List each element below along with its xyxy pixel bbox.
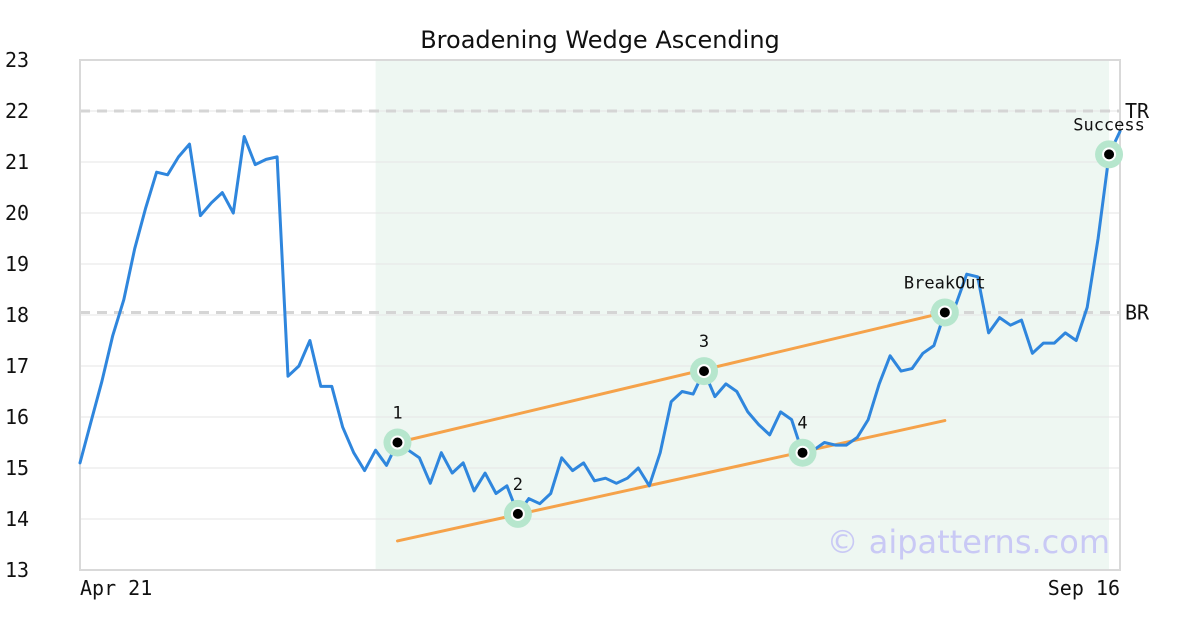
level-label-tr: TR bbox=[1125, 99, 1150, 123]
y-tick-label-15: 15 bbox=[5, 456, 29, 480]
y-ticks-layer: 13 14 15 16 17 18 19 20 21 22 23 bbox=[5, 48, 29, 582]
point-label-success: Success bbox=[1073, 115, 1145, 135]
chart-title: Broadening Wedge Ascending bbox=[420, 26, 780, 54]
point-marker-success bbox=[1102, 147, 1117, 162]
levels-layer: TR BR bbox=[80, 99, 1150, 324]
x-tick-label-end: Sep 16 bbox=[1048, 576, 1120, 600]
y-tick-label-19: 19 bbox=[5, 252, 29, 276]
point-label-1: 1 bbox=[392, 404, 402, 424]
point-marker-2 bbox=[510, 506, 525, 521]
y-tick-label-21: 21 bbox=[5, 150, 29, 174]
y-tick-label-18: 18 bbox=[5, 303, 29, 327]
level-label-br: BR bbox=[1125, 300, 1150, 324]
point-label-breakout: BreakOut bbox=[904, 273, 986, 293]
point-marker-breakout bbox=[937, 305, 952, 320]
x-tick-label-start: Apr 21 bbox=[80, 576, 152, 600]
point-label-2: 2 bbox=[513, 475, 523, 495]
plot-frame bbox=[79, 59, 1121, 571]
point-marker-4 bbox=[795, 445, 810, 460]
trendline-upper bbox=[395, 310, 947, 444]
y-tick-label-14: 14 bbox=[5, 507, 29, 531]
y-tick-label-17: 17 bbox=[5, 354, 29, 378]
y-tick-label-20: 20 bbox=[5, 201, 29, 225]
y-tick-label-13: 13 bbox=[5, 558, 29, 582]
watermark: © aipatterns.com bbox=[827, 523, 1110, 561]
y-tick-label-23: 23 bbox=[5, 48, 29, 72]
point-label-4: 4 bbox=[797, 414, 807, 434]
point-marker-1 bbox=[390, 435, 405, 450]
y-tick-label-22: 22 bbox=[5, 99, 29, 123]
y-tick-label-16: 16 bbox=[5, 405, 29, 429]
point-label-3: 3 bbox=[699, 332, 709, 352]
point-marker-3 bbox=[697, 364, 711, 379]
points-layer: 1 2 3 4 BreakOut Success bbox=[383, 115, 1145, 528]
